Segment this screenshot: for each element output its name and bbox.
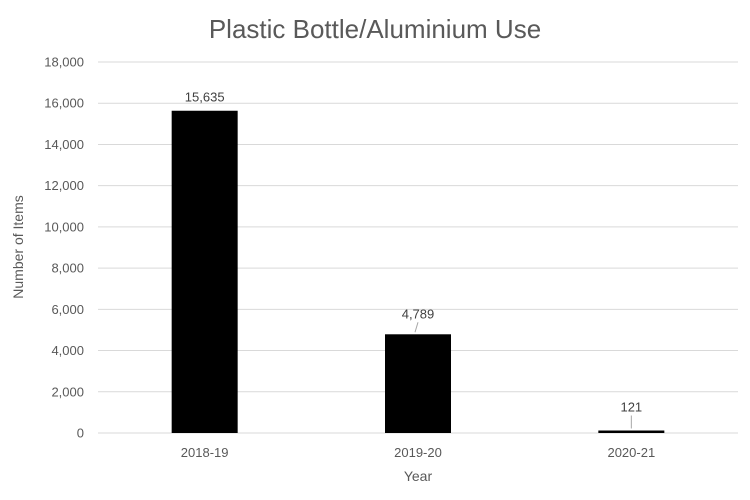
x-axis-ticks: 2018-19 2019-20 2020-21: [181, 445, 655, 460]
data-labels: 15,635 4,789 121: [185, 90, 642, 429]
bar: [171, 110, 238, 434]
x-tick-label: 2019-20: [394, 445, 442, 460]
y-tick-label: 12,000: [44, 178, 84, 193]
data-label: 121: [620, 400, 642, 415]
chart-title: Plastic Bottle/Aluminium Use: [209, 14, 541, 44]
x-tick-label: 2018-19: [181, 445, 229, 460]
y-tick-label: 2,000: [51, 384, 84, 399]
bar: [385, 334, 451, 433]
x-tick-label: 2020-21: [607, 445, 655, 460]
y-tick-label: 14,000: [44, 137, 84, 152]
y-tick-label: 10,000: [44, 219, 84, 234]
y-tick-label: 16,000: [44, 96, 84, 111]
data-label-leader: [414, 322, 419, 333]
bars: [171, 110, 665, 434]
y-tick-label: 4,000: [51, 343, 84, 358]
y-tick-label: 6,000: [51, 302, 84, 317]
bar: [598, 430, 665, 433]
data-label: 15,635: [185, 90, 225, 105]
y-tick-label: 18,000: [44, 55, 84, 70]
y-axis-ticks: 0 2,000 4,000 6,000 8,000 10,000 12,000 14,000 1…: [44, 55, 84, 441]
y-tick-label: 0: [77, 426, 84, 441]
x-axis-label: Year: [404, 468, 433, 484]
y-axis-label: Number of Items: [10, 195, 26, 298]
data-label: 4,789: [402, 306, 435, 321]
y-tick-label: 8,000: [51, 261, 84, 276]
